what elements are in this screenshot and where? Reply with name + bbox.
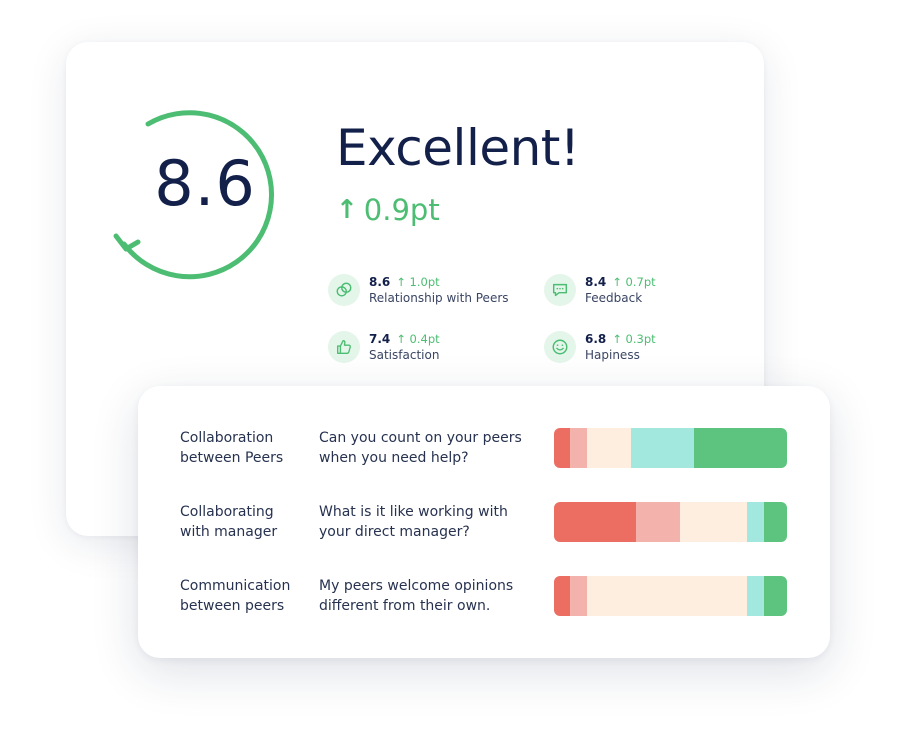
bar-segment-strongly-positive [763, 502, 787, 542]
row-category: Collaborating with manager [180, 504, 278, 540]
bar-segment-negative [570, 576, 587, 616]
bar-segment-strongly-negative [554, 428, 571, 468]
bar-segment-strongly-positive [763, 576, 787, 616]
bar-segment-neutral [586, 428, 631, 468]
peers-icon [328, 274, 360, 306]
bar-segment-strongly-negative [554, 576, 571, 616]
bar-segment-positive [747, 502, 764, 542]
gauge-arrowhead [113, 233, 141, 252]
survey-card: Collaboration between Peers Can you coun… [138, 386, 830, 658]
metric-label: Feedback [585, 290, 643, 305]
bar-segment-strongly-negative [554, 502, 636, 542]
metric-score: 7.4 [369, 331, 391, 346]
row-category: Collaboration between Peers [180, 430, 284, 466]
metric-score: 8.4 [585, 274, 607, 289]
bar-segment-negative [635, 502, 680, 542]
score-change: ↑ 0.9pt [336, 190, 440, 230]
response-distribution-bar [554, 502, 787, 542]
metric-relationship-with-peers: 8.6 ↑ 1.0pt Relationship with Peers [328, 274, 509, 306]
row-question: What is it like working with your direct… [319, 504, 508, 540]
bar-segment-positive [747, 576, 764, 616]
smiley-icon [544, 331, 576, 363]
metric-score: 8.6 [369, 274, 391, 289]
row-question: My peers welcome opinions different from… [319, 578, 514, 614]
bar-segment-neutral [586, 576, 748, 616]
metric-delta: ↑ 1.0pt [396, 274, 440, 289]
bar-segment-negative [570, 428, 587, 468]
thumbs-up-icon [328, 331, 360, 363]
score-gauge [113, 110, 275, 280]
row-category: Communication between peers [180, 578, 291, 614]
metric-delta: ↑ 0.3pt [612, 331, 656, 346]
metric-label: Hapiness [585, 347, 640, 362]
metric-hapiness: 6.8 ↑ 0.3pt Hapiness [544, 331, 656, 363]
bar-segment-neutral [679, 502, 748, 542]
response-distribution-bar [554, 428, 787, 468]
rating-label: Excellent! [336, 119, 580, 177]
bar-segment-strongly-positive [693, 428, 787, 468]
up-arrow-icon: ↑ [336, 195, 358, 225]
bar-segment-positive [630, 428, 694, 468]
metric-delta: ↑ 0.7pt [612, 274, 656, 289]
metric-score: 6.8 [585, 331, 607, 346]
metric-delta: ↑ 0.4pt [396, 331, 440, 346]
metric-label: Satisfaction [369, 347, 440, 362]
row-question: Can you count on your peers when you nee… [319, 430, 522, 466]
score-change-value: 0.9pt [363, 193, 440, 227]
response-distribution-bar [554, 576, 787, 616]
metric-label: Relationship with Peers [369, 290, 509, 305]
speech-bubble-icon [544, 274, 576, 306]
gauge-arc [121, 110, 275, 280]
metric-feedback: 8.4 ↑ 0.7pt Feedback [544, 274, 656, 306]
metric-satisfaction: 7.4 ↑ 0.4pt Satisfaction [328, 331, 440, 363]
overall-score: 8.6 [154, 147, 256, 220]
